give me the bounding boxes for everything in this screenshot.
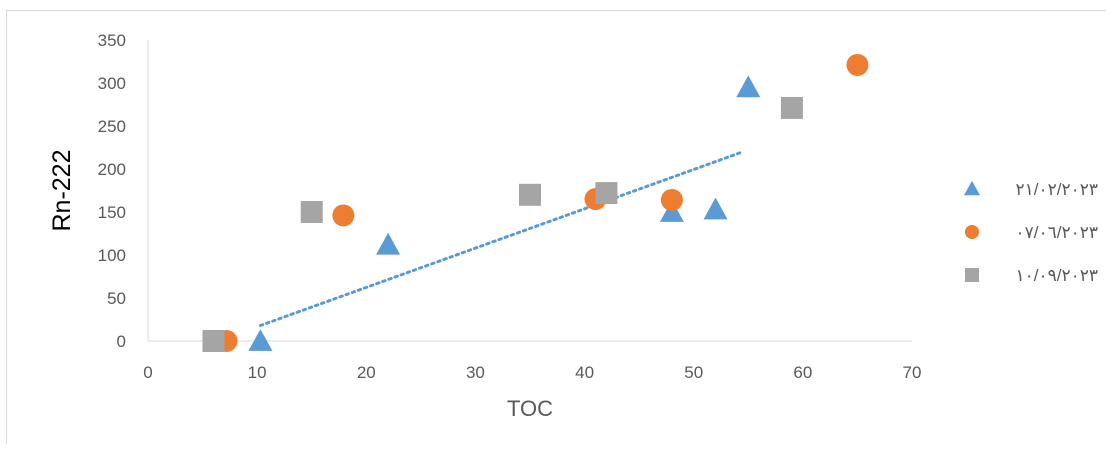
legend[interactable]: ٢١/٠٢/٢٠٢٣ ٠٧/٠٦/٢٠٢٣ ١٠/٠٩/٢٠٢٣	[964, 180, 1098, 285]
x-tick-label: 0	[143, 363, 152, 382]
legend-label: ٢١/٠٢/٢٠٢٣	[1016, 180, 1099, 199]
point-triangle	[659, 200, 684, 222]
y-axis-title: Rn-222	[48, 150, 76, 232]
x-tick-label: 70	[903, 363, 922, 382]
legend-item[interactable]: ٢١/٠٢/٢٠٢٣	[964, 180, 1098, 199]
point-square	[595, 182, 618, 205]
x-tick-label: 20	[357, 363, 376, 382]
point-triangle	[376, 232, 401, 255]
axes	[147, 40, 912, 342]
x-axis-title: TOC	[507, 396, 553, 421]
x-tick-label: 50	[684, 363, 703, 382]
x-tick-label: 10	[248, 363, 267, 382]
y-tick-label: 0	[117, 332, 126, 351]
y-tick-label: 100	[98, 246, 126, 265]
trendline	[258, 150, 745, 328]
x-tick-label: 30	[466, 363, 485, 382]
chart-frame	[6, 10, 1106, 444]
legend-label: ٠٧/٠٦/٢٠٢٣	[1016, 223, 1099, 242]
point-square	[780, 96, 803, 119]
point-triangle	[248, 329, 273, 351]
y-tick-label: 300	[98, 74, 126, 93]
legend-item[interactable]: ١٠/٠٩/٢٠٢٣	[965, 266, 1098, 285]
point-square	[300, 201, 323, 223]
legend-triangle-icon	[964, 180, 980, 196]
x-tick-label: 40	[575, 363, 594, 382]
point-square	[202, 330, 225, 352]
point-triangle	[736, 75, 761, 98]
tick-labels: 0 10 20 30 40 50 60 70 0 50 100 150 200 250 300 350	[98, 31, 922, 382]
legend-square-icon	[965, 268, 979, 282]
y-tick-label: 250	[98, 117, 126, 136]
legend-item[interactable]: ٠٧/٠٦/٢٠٢٣	[965, 223, 1098, 242]
point-circle	[660, 188, 683, 211]
y-tick-label: 50	[107, 289, 126, 308]
point-circle	[846, 53, 869, 76]
y-tick-label: 350	[98, 31, 126, 50]
y-tick-label: 200	[98, 160, 126, 179]
legend-label: ١٠/٠٩/٢٠٢٣	[1016, 266, 1099, 285]
legend-circle-icon	[965, 225, 979, 239]
x-tick-label: 60	[793, 363, 812, 382]
point-circle	[332, 204, 355, 227]
trendline-group	[258, 150, 745, 328]
point-triangle	[703, 197, 728, 220]
point-square	[519, 183, 541, 206]
y-tick-label: 150	[98, 203, 126, 222]
data-points	[202, 53, 869, 352]
